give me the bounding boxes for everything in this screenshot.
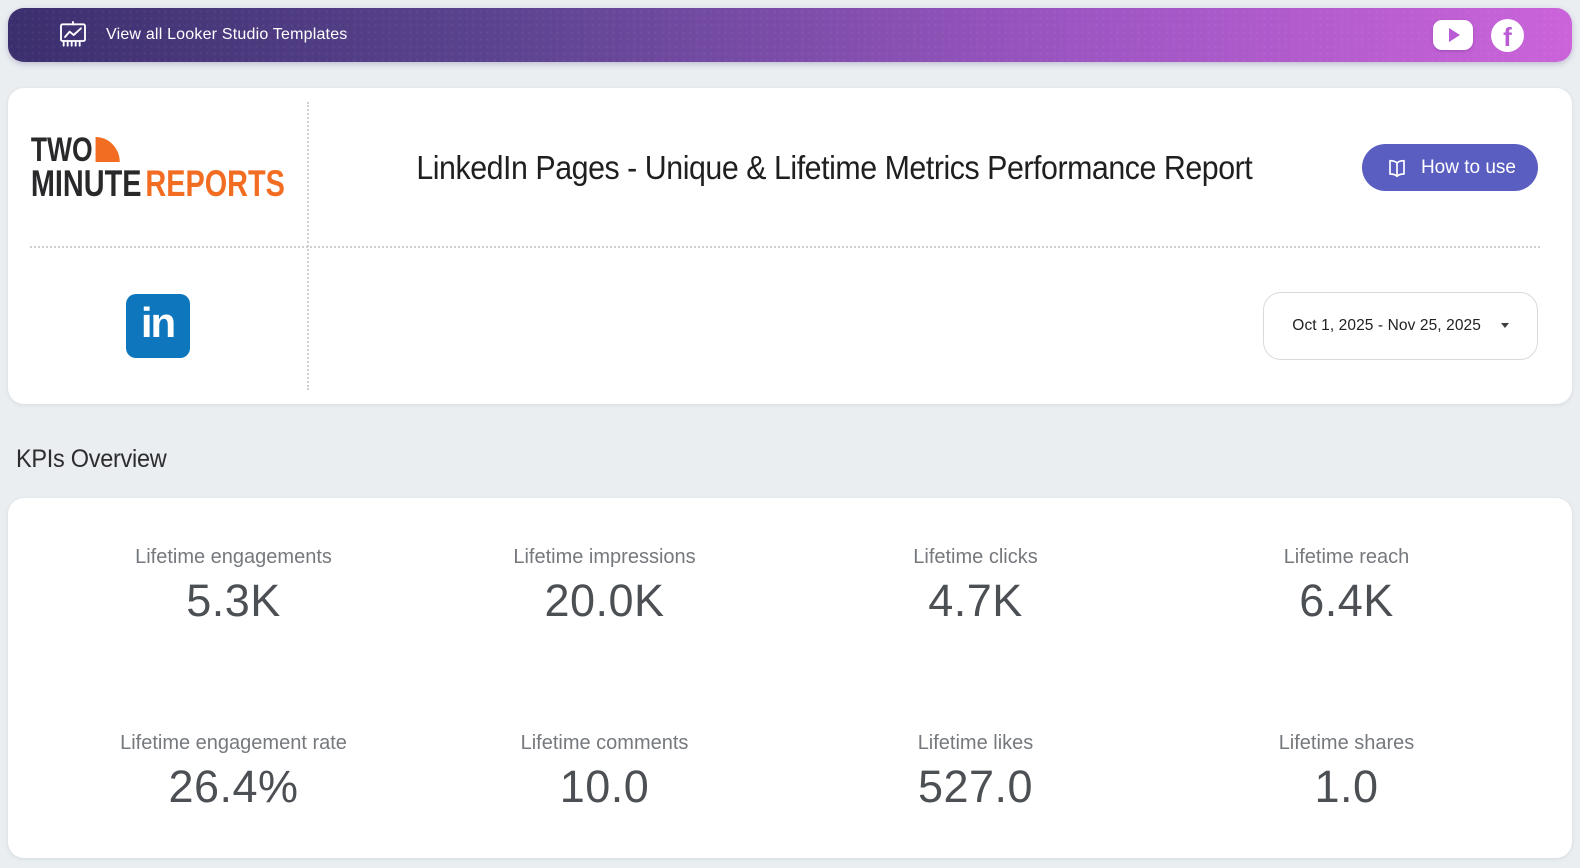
logo-word-two: TWO	[30, 130, 93, 169]
kpi-value: 5.3K	[186, 575, 281, 626]
source-cell: in	[8, 293, 307, 358]
kpi-value: 1.0	[1314, 761, 1379, 812]
kpi-label: Lifetime impressions	[513, 546, 696, 568]
kpi-lifetime-engagement-rate: Lifetime engagement rate 26.4%	[48, 730, 419, 816]
kpi-value: 527.0	[917, 761, 1034, 812]
kpi-grid: Lifetime engagements 5.3K Lifetime impre…	[8, 498, 1572, 816]
two-minute-reports-logo: TWO MINUTE REPORTS	[30, 130, 285, 204]
kpi-lifetime-likes: Lifetime likes 527.0	[790, 730, 1161, 816]
date-range-picker[interactable]: Oct 1, 2025 - Nov 25, 2025	[1263, 291, 1538, 360]
kpi-label: Lifetime clicks	[913, 546, 1038, 568]
how-to-use-label: How to use	[1420, 156, 1516, 178]
facebook-icon[interactable]: f	[1491, 18, 1524, 52]
linkedin-icon: in	[125, 293, 190, 358]
kpi-label: Lifetime reach	[1283, 546, 1410, 568]
title-cell: LinkedIn Pages - Unique & Lifetime Metri…	[307, 149, 1362, 187]
horizontal-dotted-divider	[30, 246, 1540, 248]
kpi-label: Lifetime shares	[1278, 732, 1415, 754]
kpi-lifetime-engagements: Lifetime engagements 5.3K	[48, 544, 419, 630]
banner-label: View all Looker Studio Templates	[106, 26, 348, 43]
kpi-lifetime-impressions: Lifetime impressions 20.0K	[419, 544, 790, 630]
kpi-label: Lifetime engagement rate	[120, 732, 347, 754]
kpi-lifetime-shares: Lifetime shares 1.0	[1161, 730, 1532, 816]
chevron-down-icon	[1501, 323, 1509, 328]
kpi-lifetime-comments: Lifetime comments 10.0	[419, 730, 790, 816]
banner-social-icons: f	[1433, 18, 1572, 52]
kpi-label: Lifetime comments	[520, 732, 689, 754]
kpi-value: 6.4K	[1299, 575, 1394, 626]
banner-left: View all Looker Studio Templates	[8, 19, 348, 51]
logo-quarter-circle	[95, 136, 120, 162]
report-title: LinkedIn Pages - Unique & Lifetime Metri…	[416, 148, 1253, 186]
logo-word-reports: REPORTS	[145, 162, 285, 204]
view-templates-banner[interactable]: View all Looker Studio Templates f	[8, 8, 1572, 62]
logo-cell: TWO MINUTE REPORTS	[8, 130, 307, 204]
kpi-label: Lifetime likes	[917, 732, 1034, 754]
kpi-lifetime-clicks: Lifetime clicks 4.7K	[790, 544, 1161, 630]
kpi-value: 10.0	[559, 761, 650, 812]
presentation-chart-icon	[56, 19, 90, 51]
how-to-use-button[interactable]: How to use	[1361, 144, 1538, 191]
logo-word-minute: MINUTE	[30, 162, 142, 204]
kpi-label: Lifetime engagements	[135, 546, 332, 568]
report-header-card: TWO MINUTE REPORTS LinkedIn Pages - Uniq…	[8, 88, 1572, 404]
youtube-icon[interactable]	[1433, 20, 1473, 50]
kpi-scorecards-card: Lifetime engagements 5.3K Lifetime impre…	[8, 498, 1572, 858]
kpi-lifetime-reach: Lifetime reach 6.4K	[1161, 544, 1532, 630]
date-range-value: Oct 1, 2025 - Nov 25, 2025	[1292, 316, 1481, 334]
open-book-icon	[1384, 156, 1410, 180]
kpi-value: 4.7K	[928, 575, 1023, 626]
header-bottom-row: in Oct 1, 2025 - Nov 25, 2025	[8, 247, 1572, 404]
kpi-value: 20.0K	[544, 575, 665, 626]
kpi-value: 26.4%	[168, 761, 299, 812]
header-top-row: TWO MINUTE REPORTS LinkedIn Pages - Uniq…	[8, 88, 1572, 247]
kpis-overview-heading: KPIs Overview	[16, 445, 167, 473]
